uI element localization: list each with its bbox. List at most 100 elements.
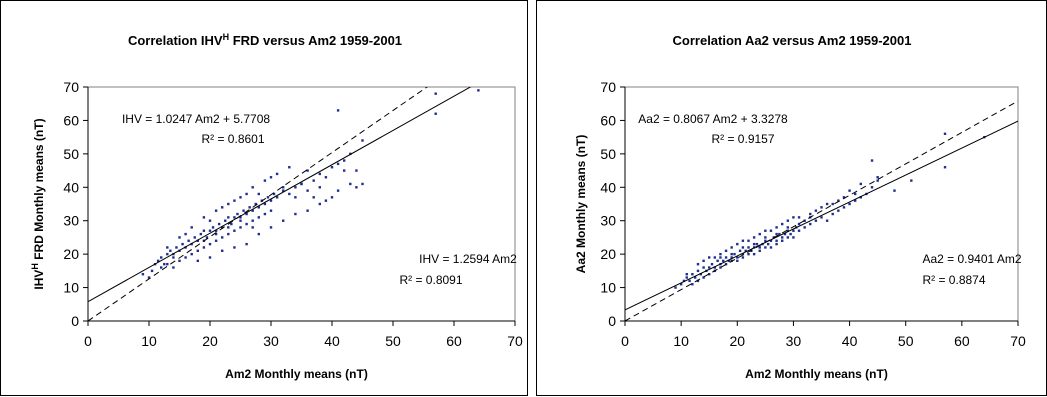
data-point xyxy=(336,162,340,166)
y-tick-label: 10 xyxy=(63,280,79,296)
data-point xyxy=(318,172,321,176)
data-point xyxy=(227,216,230,219)
data-point xyxy=(172,266,175,269)
data-point xyxy=(251,209,254,212)
data-point xyxy=(797,216,801,219)
data-point xyxy=(187,239,190,242)
data-point xyxy=(747,239,750,242)
data-point xyxy=(227,226,230,229)
data-point xyxy=(330,196,334,199)
data-point xyxy=(221,226,224,229)
data-point xyxy=(766,242,770,246)
data-point xyxy=(837,199,840,202)
data-point xyxy=(696,269,700,273)
data-point xyxy=(764,246,767,249)
proportional-fit-line xyxy=(625,100,1018,321)
data-point xyxy=(202,216,206,219)
data-point xyxy=(257,232,260,236)
data-point xyxy=(214,229,218,232)
data-point xyxy=(685,273,688,276)
data-point xyxy=(349,182,352,186)
data-point xyxy=(775,226,778,229)
data-point xyxy=(792,229,795,232)
y-tick-label: 50 xyxy=(600,146,616,162)
data-point xyxy=(786,219,790,222)
data-point xyxy=(943,166,947,169)
data-point xyxy=(685,276,688,279)
data-point xyxy=(859,196,862,199)
data-point xyxy=(248,206,251,209)
data-point xyxy=(778,232,781,236)
regression-equation: Aa2 = 0.8067 Am2 + 3.3278 xyxy=(638,112,788,126)
data-point xyxy=(730,246,733,249)
data-point xyxy=(230,222,233,226)
data-point xyxy=(214,232,218,236)
data-point xyxy=(702,276,705,279)
y-tick-label: 20 xyxy=(63,246,79,262)
data-point xyxy=(300,182,303,186)
data-point xyxy=(736,242,739,246)
data-point xyxy=(870,159,874,162)
data-point xyxy=(239,226,242,229)
data-point xyxy=(783,232,787,236)
data-point xyxy=(699,273,702,276)
data-point xyxy=(820,216,823,219)
data-point xyxy=(716,259,719,263)
data-point xyxy=(831,212,834,216)
data-point xyxy=(294,196,297,199)
data-point xyxy=(682,279,686,283)
data-point xyxy=(269,226,273,229)
data-point xyxy=(324,199,328,202)
data-point xyxy=(741,252,745,256)
data-point xyxy=(199,232,203,236)
r-squared-label: R² = 0.8601 xyxy=(201,132,264,146)
data-point xyxy=(190,252,193,256)
plot-series xyxy=(88,87,480,321)
data-point xyxy=(184,232,187,236)
data-point xyxy=(943,132,947,135)
data-point xyxy=(814,219,818,222)
y-tick-label: 60 xyxy=(600,112,616,128)
y-tick-label: 0 xyxy=(71,313,79,329)
data-point xyxy=(713,266,717,269)
data-point xyxy=(196,239,199,242)
data-point xyxy=(775,239,778,242)
data-point xyxy=(876,179,879,182)
data-point xyxy=(825,219,829,222)
y-axis-label: IHVH FRD Monthly means (nT) xyxy=(30,118,46,289)
data-point xyxy=(769,246,773,249)
r-squared-label: R² = 0.9157 xyxy=(711,132,774,146)
data-point xyxy=(730,252,733,256)
data-point xyxy=(781,236,784,239)
data-point xyxy=(355,169,358,172)
data-point xyxy=(211,226,215,229)
y-tick-label: 40 xyxy=(600,179,616,195)
data-point xyxy=(205,236,209,239)
data-point xyxy=(792,236,795,239)
y-tick-label: 30 xyxy=(600,213,616,229)
data-point xyxy=(434,92,437,95)
x-tick-label: 20 xyxy=(202,333,218,349)
data-point xyxy=(245,192,248,196)
data-point xyxy=(797,229,801,232)
data-point xyxy=(208,242,212,246)
x-tick-label: 40 xyxy=(842,333,858,349)
data-point xyxy=(355,186,358,189)
data-point xyxy=(336,189,340,192)
plot-series xyxy=(625,100,1018,321)
data-point xyxy=(196,249,199,252)
data-point xyxy=(752,236,756,239)
regression-equation: IHV = 1.2594 Am2 xyxy=(419,252,517,266)
data-point xyxy=(269,209,273,212)
data-point xyxy=(257,216,260,219)
data-point xyxy=(251,186,254,189)
data-point xyxy=(893,189,896,192)
data-point xyxy=(853,199,857,202)
data-point xyxy=(245,242,248,246)
data-point xyxy=(233,229,236,232)
data-point xyxy=(178,259,181,263)
data-point xyxy=(233,216,236,219)
data-point xyxy=(727,259,731,263)
data-point xyxy=(691,283,694,286)
y-tick-label: 40 xyxy=(63,179,79,195)
